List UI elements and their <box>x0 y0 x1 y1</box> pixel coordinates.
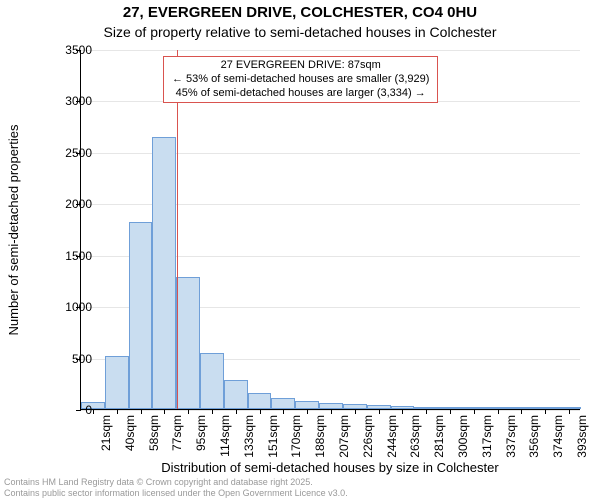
x-tick-label: 170sqm <box>289 415 303 458</box>
x-tick-mark <box>212 409 213 414</box>
y-tick-label: 3000 <box>22 94 92 108</box>
x-tick-label: 58sqm <box>147 415 161 451</box>
x-tick-mark <box>545 409 546 414</box>
x-tick-mark <box>260 409 261 414</box>
histogram-bar <box>176 277 200 409</box>
x-tick-label: 374sqm <box>551 415 565 458</box>
histogram-bar <box>200 353 224 409</box>
x-tick-label: 393sqm <box>575 415 589 458</box>
x-tick-mark <box>521 409 522 414</box>
annotation-line: ← 53% of semi-detached houses are smalle… <box>172 73 429 87</box>
x-tick-mark <box>498 409 499 414</box>
chart-title-main: 27, EVERGREEN DRIVE, COLCHESTER, CO4 0HU <box>0 4 600 21</box>
x-tick-mark <box>93 409 94 414</box>
x-tick-label: 188sqm <box>313 415 327 458</box>
x-axis-label: Distribution of semi-detached houses by … <box>80 460 580 475</box>
x-tick-label: 281sqm <box>432 415 446 458</box>
annotation-line: 27 EVERGREEN DRIVE: 87sqm <box>172 59 429 73</box>
x-tick-mark <box>474 409 475 414</box>
x-tick-mark <box>379 409 380 414</box>
x-tick-mark <box>283 409 284 414</box>
x-tick-label: 21sqm <box>99 415 113 451</box>
x-tick-mark <box>188 409 189 414</box>
histogram-bar <box>224 380 248 409</box>
credits-line: Contains HM Land Registry data © Crown c… <box>4 477 348 487</box>
annotation-line: 45% of semi-detached houses are larger (… <box>172 87 429 101</box>
x-tick-label: 337sqm <box>504 415 518 458</box>
x-tick-mark <box>331 409 332 414</box>
x-tick-mark <box>426 409 427 414</box>
x-tick-mark <box>141 409 142 414</box>
histogram-bar <box>152 137 176 409</box>
x-tick-label: 40sqm <box>123 415 137 451</box>
x-tick-mark <box>355 409 356 414</box>
chart-container: 27, EVERGREEN DRIVE, COLCHESTER, CO4 0HU… <box>0 0 600 500</box>
y-tick-label: 500 <box>22 352 92 366</box>
x-tick-mark <box>307 409 308 414</box>
y-tick-label: 2000 <box>22 197 92 211</box>
y-tick-label: 2500 <box>22 146 92 160</box>
x-tick-mark <box>164 409 165 414</box>
x-tick-label: 226sqm <box>361 415 375 458</box>
credits-text: Contains HM Land Registry data © Crown c… <box>4 477 348 498</box>
histogram-bar <box>295 401 319 409</box>
x-tick-label: 151sqm <box>266 415 280 458</box>
annotation-box: 27 EVERGREEN DRIVE: 87sqm← 53% of semi-d… <box>163 56 438 103</box>
x-tick-label: 133sqm <box>242 415 256 458</box>
gridline <box>81 50 580 51</box>
x-tick-label: 95sqm <box>194 415 208 451</box>
histogram-bar <box>248 393 272 409</box>
x-tick-mark <box>402 409 403 414</box>
chart-title-sub: Size of property relative to semi-detach… <box>0 24 600 40</box>
y-tick-label: 1000 <box>22 300 92 314</box>
plot-area: 21sqm40sqm58sqm77sqm95sqm114sqm133sqm151… <box>80 50 580 410</box>
x-tick-label: 114sqm <box>218 415 232 457</box>
x-tick-label: 356sqm <box>527 415 541 458</box>
x-tick-mark <box>450 409 451 414</box>
y-axis-label: Number of semi-detached properties <box>6 125 21 336</box>
x-tick-label: 207sqm <box>337 415 351 458</box>
x-tick-label: 263sqm <box>408 415 422 458</box>
histogram-bar <box>271 398 295 409</box>
x-tick-mark <box>117 409 118 414</box>
histogram-bar <box>129 222 153 409</box>
y-tick-label: 1500 <box>22 249 92 263</box>
x-tick-mark <box>236 409 237 414</box>
credits-line: Contains public sector information licen… <box>4 488 348 498</box>
x-tick-label: 244sqm <box>385 415 399 458</box>
x-tick-label: 300sqm <box>456 415 470 458</box>
x-tick-label: 77sqm <box>170 415 184 451</box>
y-tick-label: 0 <box>22 403 92 417</box>
x-tick-label: 317sqm <box>480 415 494 458</box>
histogram-bar <box>105 356 129 409</box>
x-tick-mark <box>569 409 570 414</box>
y-tick-label: 3500 <box>22 43 92 57</box>
marker-line <box>177 50 178 409</box>
